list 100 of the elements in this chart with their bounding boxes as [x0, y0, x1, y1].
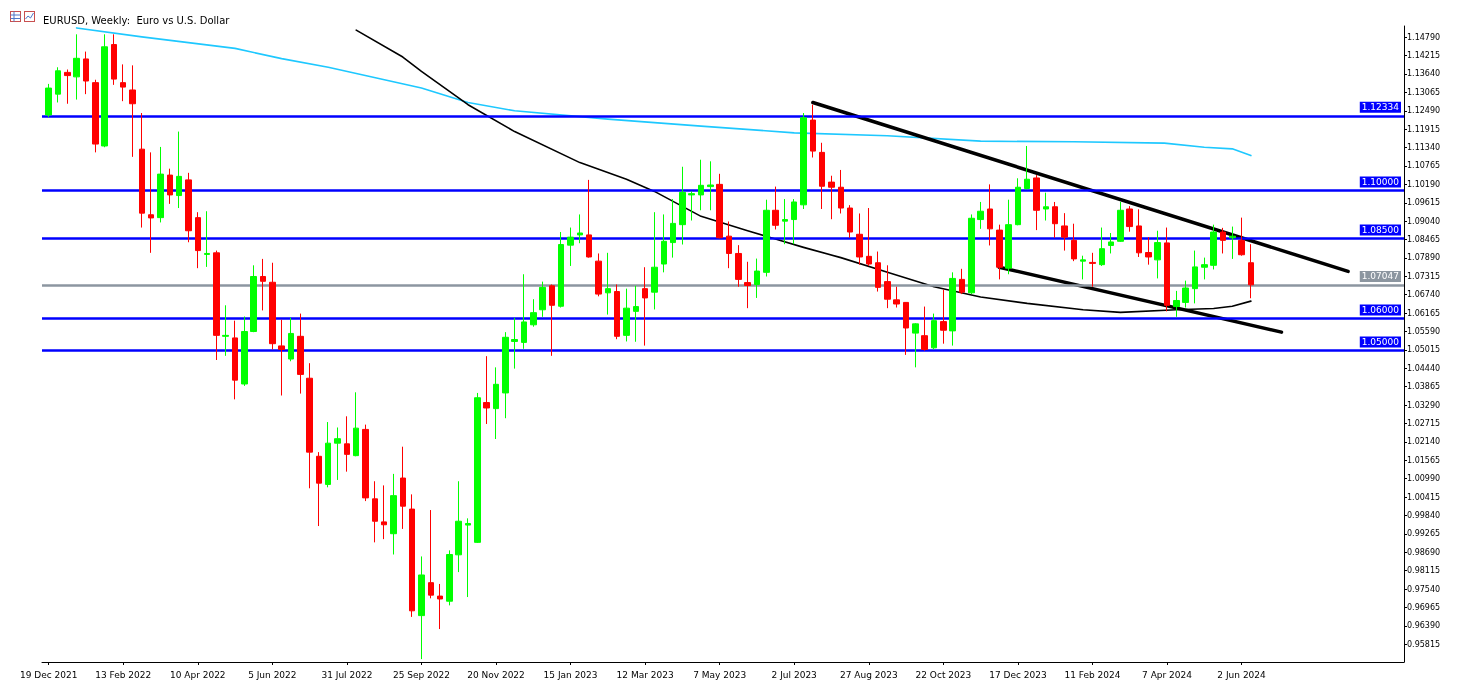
- candlestick: [567, 227, 574, 267]
- y-tick-label: 1.07890: [1407, 253, 1441, 263]
- y-tick-label: 0.96390: [1407, 621, 1441, 631]
- ref-line-label: 1.12334: [1361, 102, 1400, 113]
- x-tick-label: 15 Jan 2023: [543, 669, 598, 680]
- y-tick-label: 1.11915: [1407, 124, 1441, 134]
- candlestick: [800, 112, 807, 210]
- candlestick: [856, 212, 863, 266]
- candlestick: [362, 424, 369, 502]
- candlestick: [595, 252, 602, 297]
- candlestick: [213, 250, 220, 361]
- candlestick: [977, 201, 984, 230]
- candlestick: [959, 268, 965, 295]
- candlestick: [1238, 217, 1245, 257]
- x-tick-label: 12 Mar 2023: [616, 669, 674, 680]
- y-tick-label: 1.09615: [1407, 198, 1441, 208]
- candlestick: [1099, 227, 1105, 267]
- candlestick: [1154, 230, 1161, 279]
- candlestick: [1248, 243, 1254, 299]
- candlestick: [996, 224, 1003, 280]
- ref-line-label: 1.10000: [1361, 176, 1400, 187]
- y-tick-label: 1.03865: [1407, 382, 1441, 392]
- y-tick-label: 1.14790: [1407, 32, 1441, 42]
- candlestick: [679, 166, 686, 246]
- candlestick: [1145, 236, 1152, 266]
- candlestick: [381, 484, 387, 540]
- candlestick: [670, 198, 676, 259]
- y-tick-label: 1.07315: [1407, 271, 1441, 281]
- candlestick: [64, 69, 71, 105]
- y-tick-label: 1.05590: [1407, 327, 1441, 337]
- candlestick: [306, 362, 313, 489]
- candlestick: [250, 264, 257, 333]
- candlestick: [1201, 257, 1208, 280]
- candlestick: [1220, 227, 1226, 254]
- candlestick: [866, 207, 872, 267]
- candlestick: [465, 517, 471, 598]
- x-tick-label: 27 Aug 2023: [839, 669, 898, 680]
- candlestick: [688, 190, 695, 222]
- candlestick: [344, 415, 350, 473]
- candlestick: [893, 286, 900, 309]
- x-tick-label: 20 Nov 2022: [467, 669, 525, 680]
- candlestick: [605, 252, 611, 316]
- candlestick: [83, 51, 89, 95]
- x-tick-label: 19 Dec 2021: [19, 669, 78, 680]
- candlestick: [222, 304, 229, 357]
- candlestick: [558, 231, 564, 309]
- candlestick: [157, 146, 164, 223]
- y-tick-label: 1.03290: [1407, 400, 1441, 410]
- candlestick: [297, 313, 304, 395]
- candlestick: [1136, 208, 1142, 258]
- candlestick: [1071, 223, 1077, 262]
- candlestick: [185, 172, 192, 243]
- y-tick-label: 1.05015: [1407, 345, 1441, 355]
- candlestick: [55, 66, 61, 103]
- candlestick: [73, 33, 80, 101]
- y-tick-label: 1.10190: [1407, 179, 1441, 189]
- candlestick: [1052, 201, 1058, 239]
- candlestick: [987, 183, 993, 246]
- candlestick: [614, 284, 620, 340]
- ref-line-label: 1.07047: [1361, 271, 1399, 282]
- y-tick-label: 0.98115: [1407, 566, 1441, 576]
- y-tick-label: 1.04440: [1407, 363, 1441, 373]
- line-series: [75, 27, 1252, 157]
- candlestick: [623, 288, 630, 342]
- candlestick: [744, 261, 751, 309]
- candlestick: [707, 160, 714, 211]
- candlestick: [455, 480, 462, 573]
- candlestick: [735, 244, 742, 288]
- candlestick: [1126, 205, 1133, 233]
- candlestick: [260, 258, 266, 311]
- candlestick: [120, 63, 126, 102]
- candlestick: [772, 186, 779, 230]
- x-tick-label: 2 Jun 2024: [1217, 669, 1267, 680]
- candlestick: [446, 549, 453, 606]
- candlestick: [493, 366, 499, 440]
- candlestick: [810, 104, 816, 158]
- y-tick-label: 0.99840: [1407, 510, 1441, 520]
- candlestick: [642, 266, 648, 347]
- y-tick-label: 1.12490: [1407, 106, 1441, 116]
- candlestick: [875, 251, 881, 293]
- candlestick: [763, 199, 770, 277]
- y-tick-label: 0.99265: [1407, 529, 1441, 539]
- candlestick: [390, 473, 397, 556]
- candlestick: [754, 258, 760, 299]
- candlestick: [1033, 174, 1040, 231]
- x-tick-label: 11 Feb 2024: [1064, 669, 1121, 680]
- y-tick-label: 1.11340: [1407, 143, 1441, 153]
- candlestick: [204, 210, 210, 268]
- y-tick-label: 1.02140: [1407, 437, 1441, 447]
- candlestick: [949, 271, 956, 347]
- candlestick: [1164, 227, 1170, 312]
- candlestick: [167, 168, 173, 205]
- candlestick: [195, 211, 201, 269]
- ref-line-label: 1.06000: [1361, 304, 1400, 315]
- candlestick: [334, 427, 341, 481]
- candlestick: [1108, 232, 1114, 254]
- candlestick: [912, 322, 919, 368]
- candlestick: [633, 285, 639, 343]
- x-tick-label: 22 Oct 2023: [915, 669, 972, 680]
- y-tick-label: 1.13065: [1407, 87, 1441, 97]
